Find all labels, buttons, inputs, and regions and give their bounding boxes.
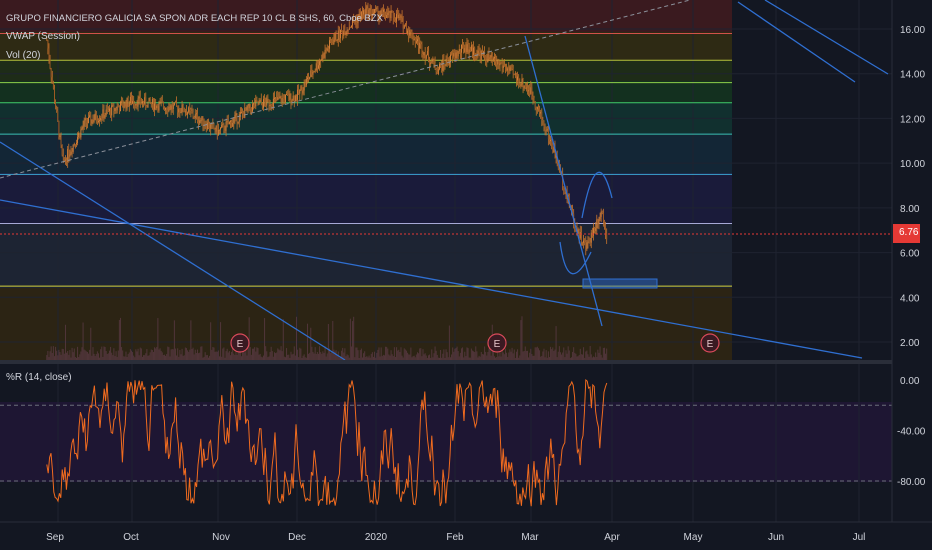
time-tick-label: Mar [521,532,539,543]
trendline-steep-left[interactable] [0,141,346,361]
price-tick-label: 8.00 [900,204,920,215]
chart-title: GRUPO FINANCIERO GALICIA SA SPON ADR EAC… [6,13,383,24]
drawings[interactable] [0,0,889,361]
wr-tick-label: -40.00 [897,427,926,438]
trendline-long-descending[interactable] [0,199,863,359]
price-tick-label: 6.00 [900,249,920,260]
grid-lines [0,0,892,522]
trendline-upper-right-1[interactable] [737,1,856,83]
pane-divider[interactable] [0,360,892,364]
wr-tick-label: 0.00 [900,376,920,387]
time-tick-label: 2020 [365,532,388,543]
earnings-event-marker[interactable] [487,333,507,353]
price-tick-label: 14.00 [900,70,925,81]
trendline-upper-right-2[interactable] [764,0,889,75]
last-price-value: 6.76 [899,227,919,238]
earnings-event-label: E [494,339,501,350]
horizontal-levels [0,32,732,287]
price-axis-ticks: 16.00 14.00 12.00 10.00 8.00 6.00 4.00 2.00 [900,25,925,349]
price-tick-label: 4.00 [900,293,920,304]
time-tick-label: May [684,532,703,543]
time-tick-label: Nov [212,532,230,543]
time-axis-ticks: Sep Oct Nov Dec 2020 Feb Mar Apr May Jun Jul [46,532,865,543]
volume-bars [46,316,608,360]
time-tick-label: Oct [123,532,139,543]
wr-title[interactable]: %R (14, close) [6,372,72,383]
price-tick-label: 2.00 [900,338,920,349]
price-tick-label: 16.00 [900,25,925,36]
earnings-event-label: E [237,339,244,350]
last-price-badge [893,224,920,243]
trendline-crash[interactable] [524,35,603,327]
price-tick-label: 10.00 [900,159,925,170]
price-tick-label: 12.00 [900,114,925,125]
time-tick-label: Feb [446,532,464,543]
wr-tick-label: -80.00 [897,477,926,488]
williams-r-pane [0,379,892,507]
wr-line [46,379,608,507]
wr-axis-ticks: 0.00 -40.00 -80.00 [897,376,926,488]
price-candles [46,1,608,256]
volume-label[interactable]: Vol (20) [6,50,41,61]
time-tick-label: Apr [604,532,620,543]
time-tick-label: Jul [853,532,866,543]
earnings-event-label: E [707,339,714,350]
projection-arc-up[interactable] [581,171,613,219]
time-tick-label: Jun [768,532,784,543]
vwap-label[interactable]: VWAP (Session) [6,31,80,42]
projection-arc-down[interactable] [559,241,592,275]
earnings-event-marker[interactable] [700,333,720,353]
time-tick-label: Dec [288,532,306,543]
earnings-event-marker[interactable] [230,333,250,353]
target-box[interactable] [582,278,658,289]
time-tick-label: Sep [46,532,64,543]
background-zones [0,0,892,482]
